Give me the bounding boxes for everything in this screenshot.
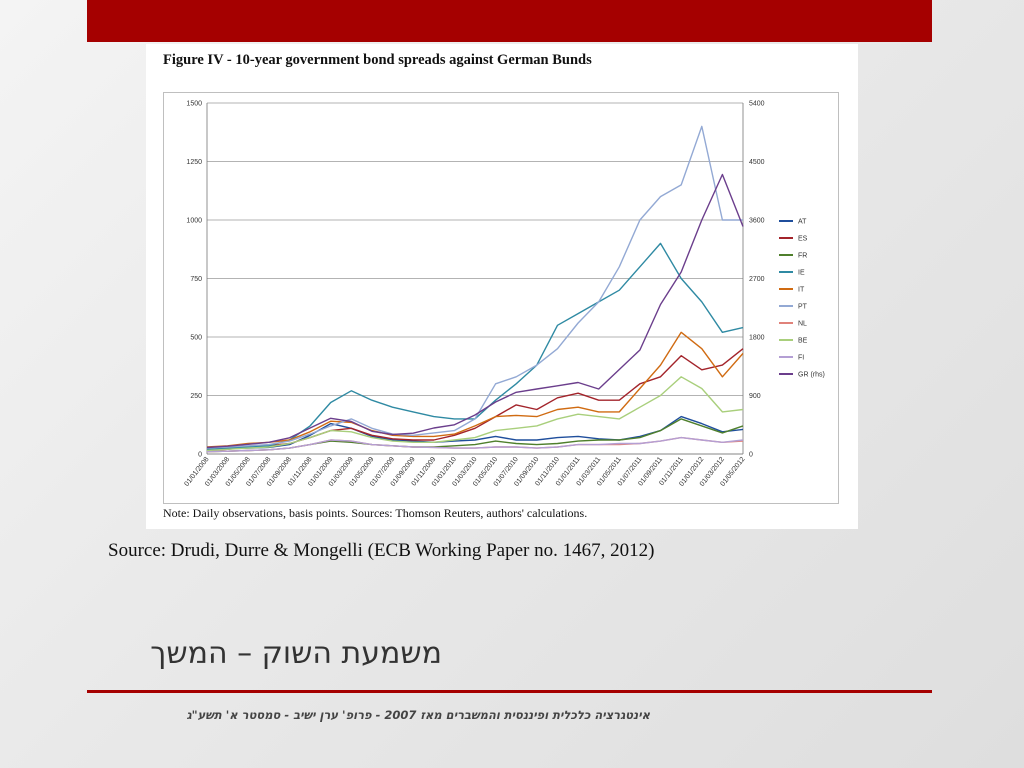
series-line-fi xyxy=(206,436,744,453)
chart-note: Note: Daily observations, basis points. … xyxy=(163,506,588,520)
source-citation: Source: Drudi, Durre & Mongelli (ECB Wor… xyxy=(108,540,655,561)
y-tick-label: 1250 xyxy=(186,159,202,166)
y2-tick-label: 0 xyxy=(749,452,753,459)
y-tick-label: 1500 xyxy=(186,101,202,108)
legend-label: FR xyxy=(798,253,807,260)
series-line-es xyxy=(206,348,744,452)
slide-footer: אינטגרציה כלכלית ופיננסית והמשברים מאז 2… xyxy=(186,708,651,722)
series-line-it xyxy=(206,331,744,448)
y2-tick-label: 2700 xyxy=(749,276,765,283)
y-tick-label: 250 xyxy=(190,393,202,400)
legend-label: AT xyxy=(798,219,807,226)
chart-area: 0 250 500 750 1000 1250 1500 0 900 1800 2700 3600 45… xyxy=(163,92,839,504)
chart-title: Figure IV - 10-year government bond spre… xyxy=(163,52,592,68)
figure-panel: Figure IV - 10-year government bond spre… xyxy=(146,44,858,529)
legend-label: FI xyxy=(798,355,804,362)
y2-tick-label: 1800 xyxy=(749,335,765,342)
y-tick-label: 500 xyxy=(190,335,202,342)
series-line-pt xyxy=(206,125,743,449)
legend-label: GR (rhs) xyxy=(798,372,825,379)
series-line-gr-rhs xyxy=(206,173,744,449)
legend-label: PT xyxy=(798,304,808,311)
y2-tick-label: 4500 xyxy=(749,159,765,166)
y-tick-label: 750 xyxy=(190,276,202,283)
legend-label: ES xyxy=(798,236,808,243)
y2-tick-label: 3600 xyxy=(749,218,765,225)
series-line-be xyxy=(206,376,744,452)
title-underline xyxy=(87,690,932,693)
y2-tick-label: 900 xyxy=(749,393,761,400)
slide-title: משמעת השוק – המשך xyxy=(150,636,442,671)
legend-label: BE xyxy=(798,338,808,345)
legend-label: IE xyxy=(798,270,805,277)
top-accent-bar xyxy=(87,0,932,42)
y-tick-label: 0 xyxy=(198,452,202,459)
legend-label: IT xyxy=(798,287,805,294)
y2-tick-label: 5400 xyxy=(749,101,765,108)
series-line-fr xyxy=(206,418,744,453)
bond-spread-chart: 0 250 500 750 1000 1250 1500 0 900 1800 2700 3600 45… xyxy=(183,101,825,488)
legend-label: NL xyxy=(798,321,807,328)
y-tick-label: 1000 xyxy=(186,218,202,225)
